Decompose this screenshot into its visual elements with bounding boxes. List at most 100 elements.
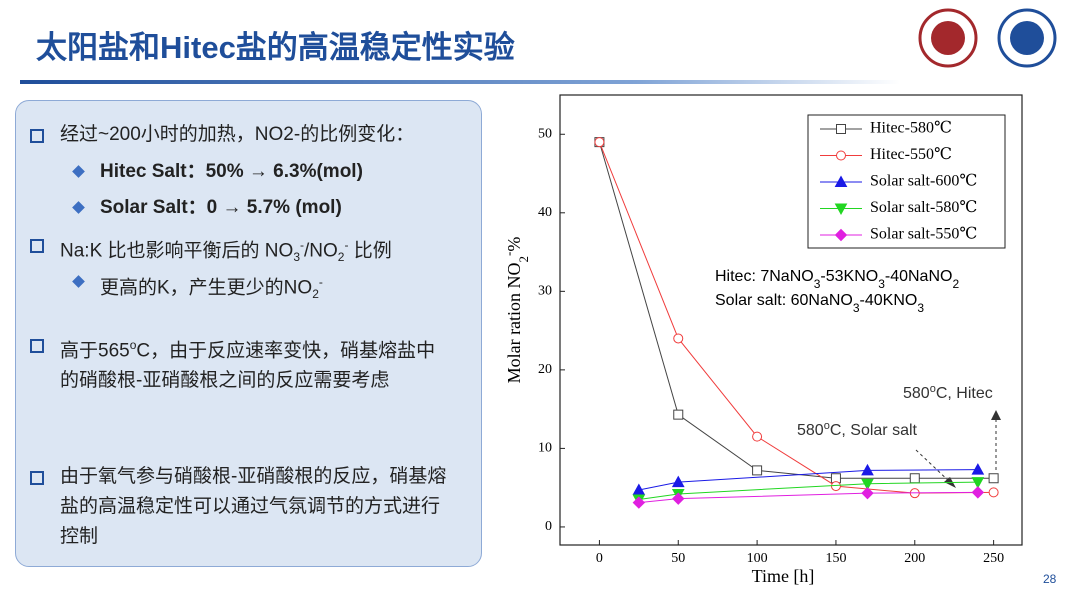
- y-axis-label-part: 2: [516, 256, 531, 263]
- bullet-text: /NO: [304, 240, 338, 262]
- bullet-text: 3: [293, 250, 300, 265]
- y-tick-label: 20: [538, 362, 552, 377]
- legend-label: Solar salt-600℃: [870, 173, 977, 190]
- bullet-text: -: [344, 238, 349, 252]
- y-axis-label: Molar ration NO2-%: [501, 237, 531, 384]
- y-axis-label-part: Molar ration NO: [504, 262, 524, 383]
- annotation-part: C, Hitec: [936, 385, 993, 402]
- marker: [672, 492, 685, 505]
- annotation-part: C, Solar salt: [830, 422, 918, 439]
- bullet: 由于氧气参与硝酸根-亚硝酸根的反应，硝基熔盐的高温稳定性可以通过气氛调节的方式进…: [30, 462, 450, 552]
- bullet-text: Hitec Salt：50% → 6.3%(mol): [100, 161, 363, 182]
- sub-bullet: Solar Salt：0 → 5.7% (mol): [100, 193, 342, 223]
- plot-frame: [559, 94, 1023, 546]
- bullet-text: C，由于反应速率变快，硝基熔盐中的硝酸根-亚硝酸根之间的反应需要考虑: [60, 340, 436, 392]
- annotation-arrows: [915, 410, 1001, 488]
- marker: [834, 175, 848, 187]
- marker: [632, 496, 646, 509]
- annotation-part: 3: [814, 277, 821, 291]
- legend-label: Hitec-550℃: [870, 146, 952, 163]
- bullet: Na:K 比也影响平衡后的 NO3-/NO2- 比例: [30, 230, 460, 272]
- bullet-text: 经过~200小时的加热，NO2-的比例变化：: [60, 124, 415, 145]
- bullet-text: 由于氧气参与硝酸根-亚硝酸根的反应，硝基熔盐的高温稳定性可以通过气氛调节的方式进…: [60, 466, 447, 547]
- x-axis-label: Time [h]: [752, 566, 815, 586]
- bullet: 高于565oC，由于反应速率变快，硝基熔盐中的硝酸根-亚硝酸根之间的反应需要考虑: [30, 330, 450, 396]
- bullet-text: Na:K 比也影响平衡后的 NO: [60, 240, 294, 262]
- bullet-text: -: [300, 238, 304, 252]
- annotation-part: 580: [797, 422, 824, 439]
- y-tick-label: 40: [538, 205, 552, 220]
- marker: [752, 465, 763, 476]
- x-tick-label: 0: [596, 551, 603, 566]
- annotation: Solar salt: 60NaNO3-40KNO3: [715, 292, 924, 315]
- marker: [988, 487, 999, 498]
- annotation-part: 2: [952, 277, 959, 291]
- x-tick-label: 150: [825, 551, 846, 566]
- marker: [834, 203, 848, 216]
- bullet-text: 2: [312, 287, 319, 302]
- series-line: [638, 491, 978, 504]
- slide-title: 太阳盐和Hitec盐的高温稳定性实验: [36, 30, 515, 65]
- logos: [918, 8, 1057, 68]
- marker: [673, 333, 684, 344]
- bullet-text: 比例: [348, 240, 392, 262]
- marker: [671, 475, 685, 488]
- bullet-text: 更高的K，产生更少的NO: [100, 277, 313, 299]
- x-tick-label: 100: [747, 551, 768, 566]
- annotation-part: o: [930, 383, 936, 395]
- y-tick-label: 30: [538, 284, 552, 299]
- series-line: [638, 481, 978, 500]
- y-axis-label-part: %: [504, 237, 524, 252]
- annotation-part: -40NaNO: [885, 268, 953, 285]
- sub-bullet: 更高的K，产生更少的NO2-: [100, 267, 323, 309]
- sub-bullet: Hitec Salt：50% → 6.3%(mol): [100, 157, 363, 187]
- annotation-part: Solar salt: 60NaNO: [715, 292, 853, 309]
- marker: [752, 431, 763, 442]
- annotation-part: 3: [853, 301, 860, 315]
- y-axis-label-part: -: [501, 252, 516, 256]
- bullet-text: 高于565: [60, 340, 130, 362]
- marker: [988, 473, 999, 484]
- annotation-part: 580: [903, 385, 930, 402]
- annotation-part: -53KNO: [820, 268, 878, 285]
- marker: [673, 409, 684, 420]
- series-line: [638, 469, 978, 491]
- marker: [836, 124, 846, 134]
- page-number: 28: [1043, 572, 1057, 586]
- x-tick-label: 200: [904, 551, 925, 566]
- bullet-text: o: [129, 338, 137, 352]
- marker: [861, 486, 874, 500]
- annotation-part: 3: [878, 277, 885, 291]
- marker: [834, 228, 848, 242]
- legend-label: Solar salt-550℃: [870, 226, 977, 243]
- marker: [861, 463, 874, 476]
- bullet-text: -: [318, 275, 323, 289]
- bullet-text: Solar Salt：0 → 5.7% (mol): [100, 197, 342, 218]
- x-tick-label: 50: [671, 551, 685, 566]
- marker: [861, 478, 874, 491]
- bullet: 经过~200小时的加热，NO2-的比例变化：: [30, 120, 460, 150]
- bullet-text: 2: [337, 250, 345, 265]
- annotation: Hitec: 7NaNO3-53KNO3-40NaNO2: [715, 268, 959, 291]
- annotation-part: -40KNO: [860, 292, 918, 309]
- y-tick-label: 50: [538, 126, 552, 141]
- annotation: 580oC, Solar salt: [797, 420, 918, 439]
- marker: [971, 477, 985, 489]
- x-tick-label: 250: [983, 551, 1004, 566]
- marker: [909, 473, 920, 484]
- title-underline: [20, 80, 900, 84]
- annotation-part: o: [824, 420, 830, 432]
- marker: [836, 150, 846, 161]
- y-tick-label: 0: [545, 519, 552, 534]
- annotation-part: 3: [917, 301, 924, 315]
- legend-label: Solar salt-580℃: [870, 199, 977, 216]
- y-tick-label: 10: [538, 441, 552, 456]
- annotation-part: Hitec: 7NaNO: [715, 268, 814, 285]
- marker: [594, 137, 605, 148]
- marker: [971, 463, 985, 475]
- legend-label: Hitec-580℃: [870, 120, 952, 137]
- annotation: 580oC, Hitec: [903, 383, 993, 402]
- marker: [971, 486, 985, 499]
